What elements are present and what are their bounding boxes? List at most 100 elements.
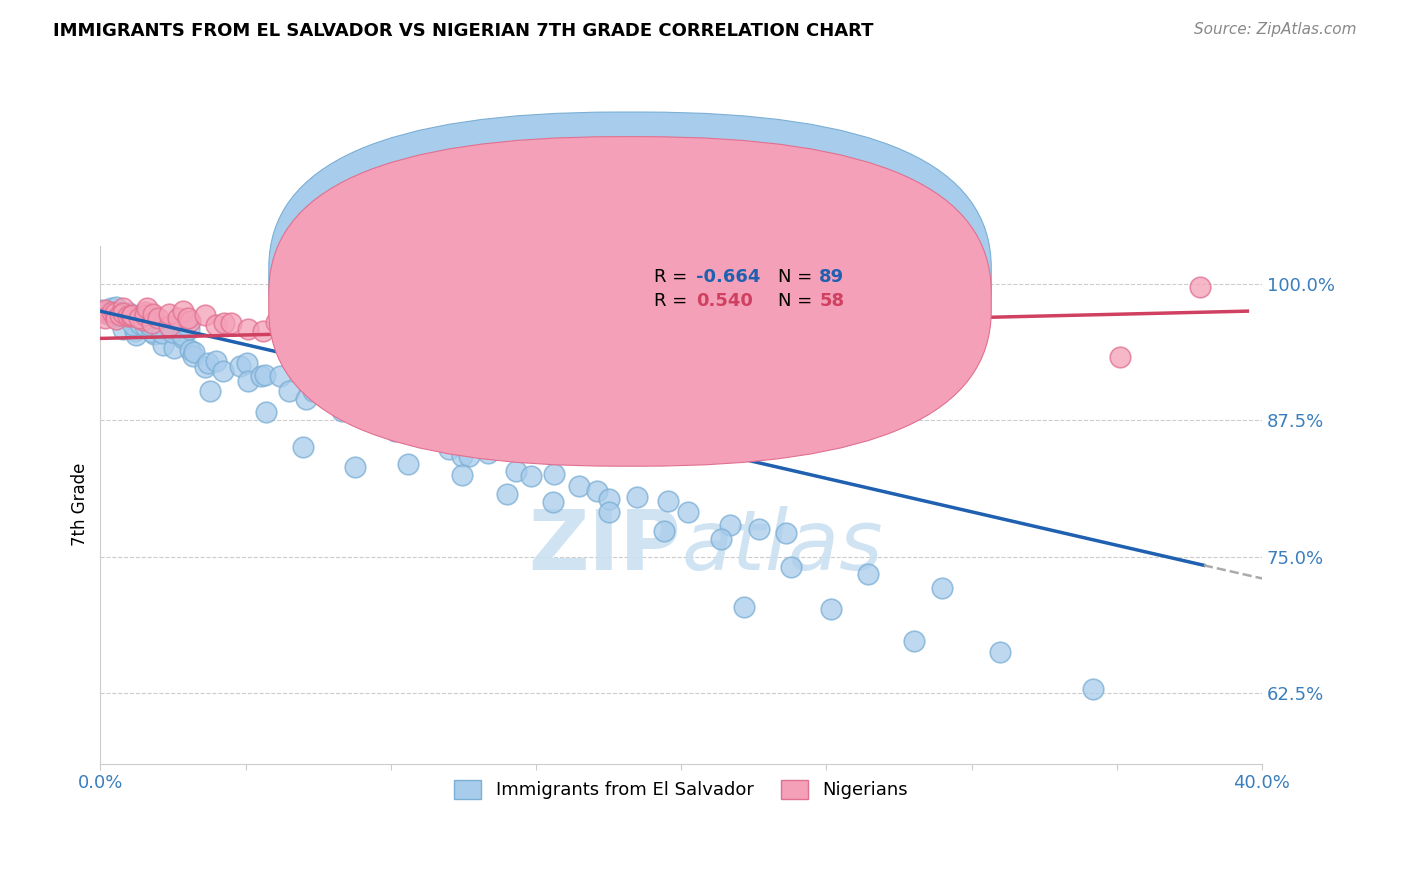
Point	[269, 368, 291, 383]
Point	[357, 404, 380, 418]
Text: Source: ZipAtlas.com: Source: ZipAtlas.com	[1194, 22, 1357, 37]
Point	[236, 375, 259, 389]
Point	[101, 305, 124, 319]
Point	[450, 449, 472, 463]
Point	[205, 354, 228, 368]
Point	[212, 364, 235, 378]
Point	[330, 404, 353, 418]
Point	[458, 449, 481, 463]
Point	[141, 325, 163, 339]
Point	[845, 384, 868, 398]
Point	[129, 319, 152, 334]
Text: ZIP: ZIP	[529, 506, 681, 587]
Point	[533, 345, 555, 359]
Point	[598, 492, 620, 507]
Point	[266, 315, 288, 329]
Point	[111, 307, 134, 321]
Point	[477, 446, 499, 460]
Point	[384, 425, 406, 439]
Point	[315, 319, 337, 334]
Point	[252, 324, 274, 338]
Point	[157, 319, 180, 334]
Point	[505, 464, 527, 478]
Point	[807, 377, 830, 392]
Point	[212, 316, 235, 330]
Point	[433, 336, 456, 351]
Point	[519, 468, 541, 483]
Point	[360, 406, 382, 420]
Point	[236, 321, 259, 335]
Point	[200, 384, 222, 398]
Point	[205, 318, 228, 333]
Point	[567, 354, 589, 368]
Point	[142, 307, 165, 321]
Point	[107, 305, 129, 319]
Point	[631, 359, 654, 373]
Point	[194, 359, 217, 374]
Point	[152, 326, 174, 340]
Point	[124, 325, 146, 339]
Point	[710, 532, 733, 546]
Text: R =: R =	[654, 293, 693, 310]
Point	[94, 303, 117, 318]
Point	[931, 581, 953, 595]
FancyBboxPatch shape	[600, 262, 908, 324]
Point	[302, 384, 325, 398]
Point	[1081, 682, 1104, 697]
Point	[626, 490, 648, 504]
Point	[157, 307, 180, 321]
Point	[652, 524, 675, 538]
Point	[229, 359, 252, 374]
Point	[134, 305, 156, 319]
Point	[568, 478, 591, 492]
Point	[884, 389, 907, 403]
Point	[820, 602, 842, 616]
Point	[337, 404, 360, 418]
Point	[108, 308, 131, 322]
Point	[128, 311, 150, 326]
Text: IMMIGRANTS FROM EL SALVADOR VS NIGERIAN 7TH GRADE CORRELATION CHART: IMMIGRANTS FROM EL SALVADOR VS NIGERIAN …	[53, 22, 875, 40]
Point	[676, 505, 699, 519]
Point	[162, 325, 184, 339]
Text: -0.664: -0.664	[696, 268, 761, 285]
Text: 0.540: 0.540	[696, 293, 754, 310]
Text: 89: 89	[820, 268, 845, 285]
Point	[298, 322, 321, 336]
Point	[598, 505, 620, 519]
Point	[748, 522, 770, 536]
Point	[360, 325, 382, 339]
Point	[396, 457, 419, 471]
Point	[250, 369, 273, 384]
Point	[221, 316, 243, 330]
Point	[775, 526, 797, 541]
Point	[104, 306, 127, 320]
Point	[292, 440, 315, 454]
Point	[172, 304, 194, 318]
Point	[122, 318, 145, 332]
Point	[408, 422, 430, 436]
Point	[478, 336, 501, 351]
Point	[253, 368, 276, 382]
Point	[112, 322, 135, 336]
Text: 58: 58	[820, 293, 845, 310]
Point	[135, 301, 157, 315]
Point	[118, 306, 141, 320]
Point	[183, 345, 205, 359]
Point	[344, 459, 367, 474]
Point	[141, 316, 163, 330]
Point	[1188, 280, 1211, 294]
Point	[170, 327, 193, 342]
Point	[1109, 350, 1132, 364]
Point	[718, 517, 741, 532]
Point	[326, 327, 349, 342]
Point	[197, 356, 219, 370]
Point	[315, 387, 337, 401]
Point	[274, 324, 297, 338]
Point	[543, 467, 565, 481]
Text: N =: N =	[778, 293, 817, 310]
Point	[179, 314, 201, 328]
Point	[120, 309, 142, 323]
Point	[163, 342, 186, 356]
Point	[278, 384, 301, 399]
Point	[125, 328, 148, 343]
